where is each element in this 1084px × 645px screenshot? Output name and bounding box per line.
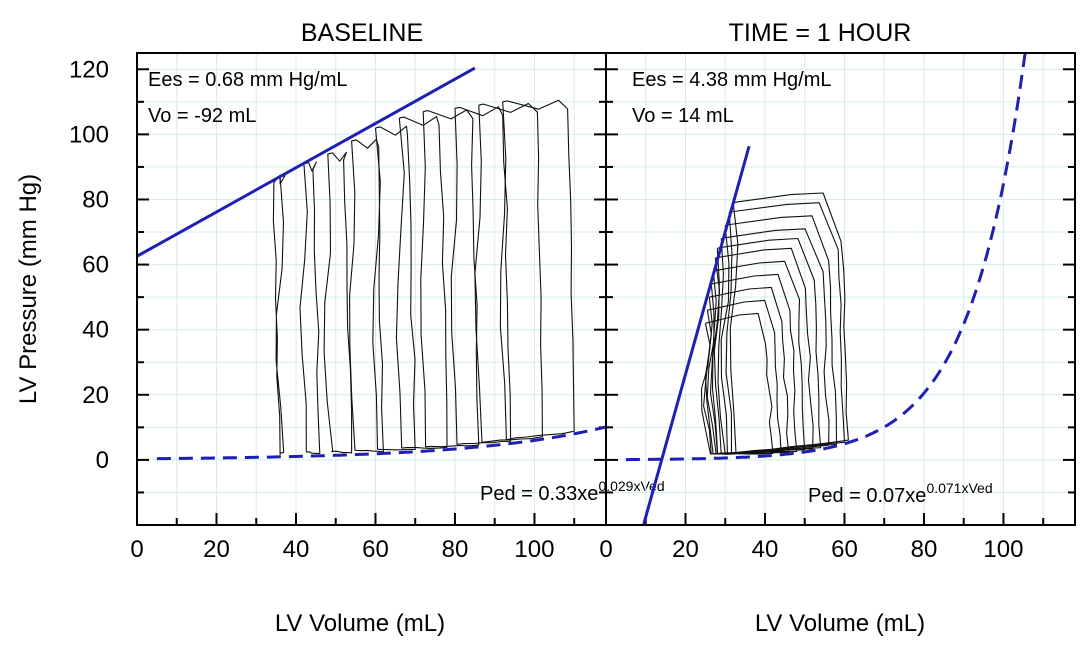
x-tick-label: 20: [672, 536, 699, 563]
espvr-line-baseline: [137, 66, 476, 258]
y-tick-label: 40: [82, 317, 109, 344]
y-tick-label: 80: [82, 186, 109, 213]
ped-base-one-hour: Ped = 0.07xe: [808, 485, 926, 507]
panel-title-one-hour: TIME = 1 HOUR: [729, 19, 912, 47]
espvr-line-one-hour: [642, 145, 751, 525]
pv-loop-baseline: [323, 151, 353, 454]
ees-annotation-baseline: Ees = 0.68 mm Hg/mL: [148, 69, 348, 91]
x-tick-label: 40: [283, 536, 310, 563]
x-tick-label: 60: [831, 536, 858, 563]
x-tick-label: 0: [599, 536, 612, 563]
pv-loop-baseline: [299, 161, 321, 455]
y-tick-label: 120: [69, 56, 109, 83]
x-tick-label: 100: [983, 536, 1023, 563]
axes-baseline: 0 20 40 60 80 100 0 20 40 60 80 100 120: [69, 56, 606, 563]
ees-annotation-one-hour: Ees = 4.38 mm Hg/mL: [632, 69, 832, 91]
y-axis-label: LV Pressure (mm Hg): [15, 174, 42, 404]
pv-loop-baseline: [372, 125, 416, 451]
x-tick-label: 20: [203, 536, 230, 563]
edpvr-curve-baseline: [156, 425, 606, 461]
pv-loop-baseline: [450, 106, 512, 445]
x-tick-label: 80: [911, 536, 938, 563]
plot-frame-one-hour: [605, 52, 1076, 526]
pv-loops-baseline: [272, 99, 575, 456]
pv-loop-baseline: [395, 115, 448, 449]
pv-loops-one-hour: [700, 192, 849, 455]
pv-loop-one-hour: [706, 273, 798, 455]
x-tick-label: 60: [362, 536, 389, 563]
pv-loop-baseline: [349, 138, 384, 453]
grid-baseline: [136, 53, 606, 525]
pv-loop-baseline: [499, 99, 575, 441]
panel-one-hour: 0 20 40 60 80 100 TIME = 1 HOUR Ees = 4.38 mm…: [599, 19, 1076, 637]
pv-loop-one-hour: [711, 247, 814, 455]
pv-loop-one-hour: [709, 260, 806, 455]
x-axis-label-one-hour: LV Volume (mL): [755, 610, 925, 637]
y-tick-label: 100: [69, 121, 109, 148]
x-tick-label: 40: [752, 536, 779, 563]
x-tick-label: 100: [514, 536, 554, 563]
ped-annotation-baseline: Ped = 0.33xe0.029xVed: [480, 478, 665, 505]
y-tick-label: 60: [82, 252, 109, 279]
pv-loop-baseline: [272, 174, 286, 456]
pv-loop-baseline: [420, 109, 480, 448]
ped-base-baseline: Ped = 0.33xe: [480, 483, 598, 505]
pv-loop-one-hour: [713, 237, 822, 455]
axes-one-hour: 0 20 40 60 80 100: [599, 68, 1075, 563]
x-tick-label: 80: [442, 536, 469, 563]
edpvr-curve-one-hour: [625, 53, 1027, 462]
panel-baseline: 0 20 40 60 80 100 0 20 40 60 80 100 120 BASELINE Ees…: [15, 19, 665, 637]
grid-one-hour: [605, 53, 1075, 525]
ped-exponent-baseline: 0.029xVed: [598, 478, 664, 494]
panel-title-baseline: BASELINE: [301, 19, 423, 47]
y-tick-label: 20: [82, 382, 109, 409]
ped-exponent-one-hour: 0.071xVed: [926, 480, 992, 496]
x-tick-label: 0: [130, 536, 143, 563]
vo-annotation-one-hour: Vo = 14 mL: [632, 105, 734, 127]
vo-annotation-baseline: Vo = -92 mL: [148, 105, 256, 127]
pv-loop-one-hour: [729, 192, 849, 454]
x-axis-label-baseline: LV Volume (mL): [275, 610, 445, 637]
ped-annotation-one-hour: Ped = 0.07xe0.071xVed: [808, 480, 993, 507]
pv-loop-baseline: [474, 102, 543, 443]
pv-loop-one-hour: [717, 228, 830, 455]
y-tick-label: 0: [96, 447, 109, 474]
pv-loop-one-hour: [725, 202, 846, 454]
pv-loop-one-hour: [720, 215, 838, 454]
pv-loop-one-hour: [704, 286, 790, 455]
